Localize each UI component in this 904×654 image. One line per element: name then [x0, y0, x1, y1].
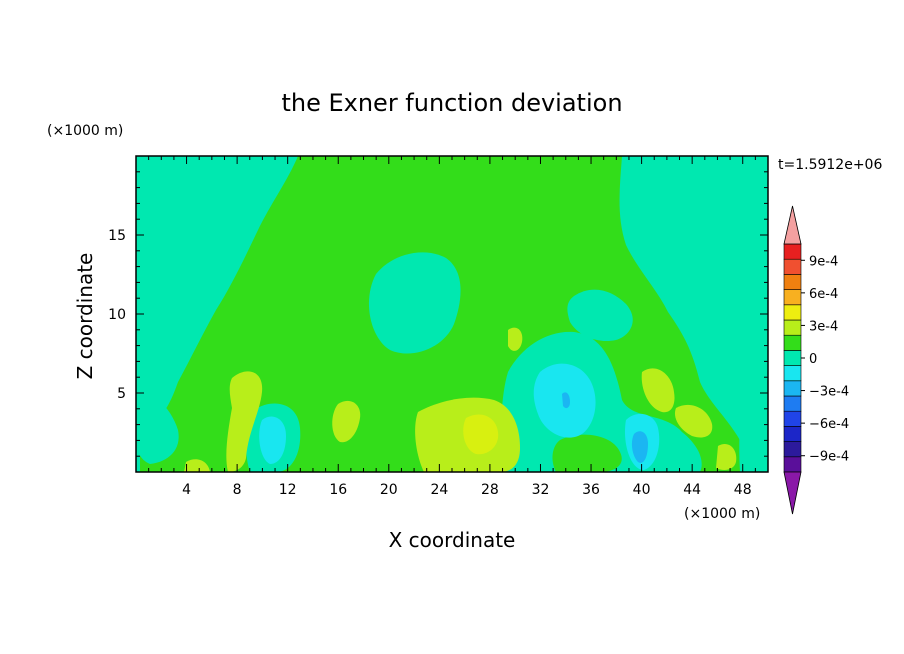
- x-tick-label: 36: [582, 482, 600, 498]
- colorbar-bin: [783, 243, 802, 260]
- region-upper-negative-blob: [368, 252, 461, 354]
- colorbar-tick-label: −3e-4: [809, 385, 849, 400]
- x-tick-label: 40: [633, 482, 651, 498]
- y-axis-ticks: 5 10 15: [108, 155, 768, 473]
- x-tick-label: 32: [532, 482, 550, 498]
- colorbar-tick-label: −6e-4: [809, 417, 849, 432]
- colorbar-underflow-triangle: [783, 471, 802, 515]
- colorbar-tick-label: 9e-4: [809, 254, 838, 269]
- colorbar-bin: [783, 304, 802, 321]
- colorbar-bin: [783, 395, 802, 412]
- colorbar-tick-label: 6e-4: [809, 287, 838, 302]
- region-lower-strong-positive: [463, 414, 499, 455]
- colorbar-bin: [783, 365, 802, 382]
- colorbar-overflow-triangle: [783, 205, 802, 245]
- region-patch-center-left: [332, 400, 361, 443]
- region-patch-far-right: [716, 443, 737, 470]
- colorbar-bin: [783, 334, 802, 351]
- time-label: t=1.5912e+06: [778, 157, 882, 173]
- colorbar-bin: [783, 441, 802, 458]
- colorbar: 9e-4 6e-4 3e-4 0 −3e-4 −6e-4 −9e-4: [783, 205, 849, 515]
- region-neg-core-right: [631, 431, 648, 463]
- y-tick-label: 5: [117, 386, 126, 402]
- region-patch-left-small: [184, 459, 210, 472]
- colorbar-bin: [783, 380, 802, 397]
- colorbar-bin: [783, 456, 802, 473]
- colorbar-bin: [783, 426, 802, 442]
- x-tick-label: 44: [683, 482, 701, 498]
- colorbar-tick-label: 3e-4: [809, 319, 838, 334]
- colorbar-tick-label: −9e-4: [809, 450, 849, 465]
- x-tick-label: 28: [481, 482, 499, 498]
- region-patch-small-top: [508, 327, 523, 351]
- x-tick-label: 20: [380, 482, 398, 498]
- region-patch-right-low: [674, 404, 713, 438]
- colorbar-bin: [783, 258, 802, 275]
- x-tick-label: 48: [734, 482, 752, 498]
- x-axis-ticks: 4 8 12 16 20 24 28 32 36 40 44 48: [135, 156, 769, 498]
- y-tick-label: 10: [108, 307, 126, 323]
- x-tick-label: 8: [233, 482, 242, 498]
- x-tick-label: 16: [329, 482, 347, 498]
- region-bottom-positive-strip: [552, 434, 622, 472]
- y-tick-label: 15: [108, 228, 126, 244]
- y-axis-label: Z coordinate: [73, 253, 97, 380]
- chart-title: the Exner function deviation: [281, 89, 622, 117]
- x-tick-label: 4: [182, 482, 191, 498]
- contour-field: [136, 156, 768, 472]
- colorbar-bin: [783, 319, 802, 336]
- x-axis-label: X coordinate: [389, 528, 516, 552]
- colorbar-bin: [783, 350, 802, 366]
- region-neg-cell-left: [259, 416, 286, 464]
- x-tick-label: 24: [430, 482, 448, 498]
- x-unit-label: (×1000 m): [684, 506, 760, 522]
- region-patch-left: [226, 371, 263, 472]
- colorbar-bin: [783, 410, 802, 427]
- colorbar-bin: [783, 274, 802, 290]
- colorbar-tick-label: 0: [809, 352, 817, 367]
- region-lower-left-negative: [136, 388, 179, 464]
- negative-cores: [562, 392, 648, 463]
- x-tick-label: 12: [279, 482, 297, 498]
- region-neg-core-center: [562, 392, 570, 409]
- region-patch-right: [641, 368, 675, 413]
- region-right-upper-negative: [567, 289, 633, 342]
- colorbar-bin: [783, 289, 802, 306]
- y-unit-label: (×1000 m): [47, 123, 123, 139]
